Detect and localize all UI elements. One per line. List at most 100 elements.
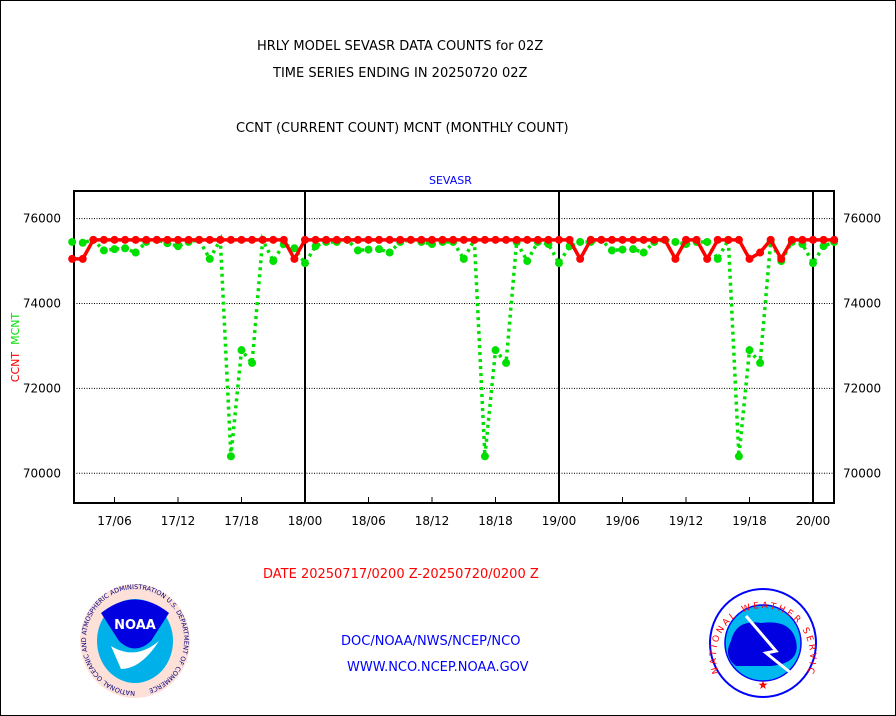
ccnt-data-point bbox=[470, 235, 479, 244]
x-tick-label: 18/18 bbox=[478, 514, 513, 528]
ccnt-data-point bbox=[576, 254, 585, 263]
mcnt-data-point bbox=[364, 245, 373, 254]
ccnt-data-point bbox=[597, 235, 606, 244]
ccnt-data-point bbox=[502, 235, 511, 244]
ccnt-data-point bbox=[385, 235, 394, 244]
ccnt-data-point bbox=[322, 235, 331, 244]
y-tick-label-right: 70000 bbox=[843, 466, 881, 480]
ccnt-data-point bbox=[734, 235, 743, 244]
mcnt-data-point bbox=[226, 452, 235, 461]
ccnt-data-point bbox=[163, 235, 172, 244]
ccnt-data-point bbox=[480, 235, 489, 244]
ccnt-data-point bbox=[121, 235, 130, 244]
ccnt-data-point bbox=[586, 235, 595, 244]
ccnt-data-point bbox=[438, 235, 447, 244]
ccnt-data-point bbox=[449, 235, 458, 244]
ccnt-data-point bbox=[364, 235, 373, 244]
mcnt-data-point bbox=[248, 358, 257, 367]
x-tick-label: 18/06 bbox=[351, 514, 386, 528]
ccnt-data-point bbox=[692, 235, 701, 244]
x-axis-label: DATE 20250717/0200 Z-20250720/0200 Z bbox=[263, 567, 539, 582]
mcnt-data-point bbox=[713, 254, 722, 263]
x-tick-label: 18/00 bbox=[288, 514, 323, 528]
mcnt-data-point bbox=[385, 248, 394, 257]
footer-url[interactable]: WWW.NCO.NCEP.NOAA.GOV bbox=[347, 660, 529, 675]
mcnt-data-point bbox=[480, 452, 489, 461]
ccnt-data-point bbox=[724, 235, 733, 244]
ccnt-data-point bbox=[544, 235, 553, 244]
mcnt-series-line bbox=[72, 233, 835, 457]
ccnt-data-point bbox=[491, 235, 500, 244]
mcnt-data-point bbox=[555, 259, 563, 268]
x-tick-label: 20/00 bbox=[796, 514, 831, 528]
mcnt-data-point bbox=[269, 257, 278, 266]
ccnt-data-point bbox=[798, 235, 807, 244]
ccnt-data-point bbox=[99, 235, 108, 244]
mcnt-data-point bbox=[703, 237, 712, 246]
mcnt-data-point bbox=[491, 346, 500, 355]
ccnt-data-point bbox=[565, 235, 574, 244]
ccnt-data-point bbox=[428, 235, 436, 244]
ccnt-data-point bbox=[819, 235, 828, 244]
ccnt-data-point bbox=[629, 235, 638, 244]
mcnt-data-point bbox=[311, 242, 320, 251]
mcnt-data-point bbox=[576, 237, 585, 246]
mcnt-data-point bbox=[502, 358, 511, 367]
y-tick-label-left: 76000 bbox=[23, 212, 61, 226]
ccnt-data-point bbox=[311, 235, 320, 244]
mcnt-data-point bbox=[671, 237, 680, 246]
mcnt-data-point bbox=[301, 259, 309, 268]
ccnt-data-point bbox=[290, 254, 299, 263]
ccnt-data-point bbox=[459, 235, 468, 244]
y-tick-label-right: 72000 bbox=[843, 381, 881, 395]
ccnt-data-point bbox=[766, 235, 775, 244]
mcnt-data-point bbox=[756, 358, 765, 367]
ccnt-data-point bbox=[809, 235, 817, 244]
ccnt-data-point bbox=[301, 235, 309, 244]
ccnt-data-point bbox=[745, 254, 754, 263]
ccnt-data-point bbox=[406, 235, 415, 244]
ccnt-data-point bbox=[639, 235, 648, 244]
ccnt-data-point bbox=[237, 235, 246, 244]
mcnt-data-point bbox=[459, 254, 468, 263]
x-tick-label: 19/18 bbox=[732, 514, 767, 528]
ccnt-data-point bbox=[777, 254, 786, 263]
ccnt-data-point bbox=[216, 235, 225, 244]
ccnt-data-point bbox=[607, 235, 616, 244]
ccnt-data-point bbox=[343, 235, 352, 244]
ccnt-data-point bbox=[555, 235, 563, 244]
ccnt-data-point bbox=[787, 235, 796, 244]
ccnt-data-point bbox=[279, 235, 288, 244]
mcnt-data-point bbox=[205, 254, 214, 263]
ccnt-data-point bbox=[248, 235, 257, 244]
ccnt-data-point bbox=[671, 254, 680, 263]
mcnt-data-point bbox=[68, 237, 77, 246]
ccnt-data-point bbox=[650, 235, 659, 244]
x-tick-label: 19/00 bbox=[542, 514, 577, 528]
mcnt-data-point bbox=[110, 245, 119, 254]
ccnt-data-point bbox=[396, 235, 405, 244]
x-tick-label: 18/12 bbox=[415, 514, 450, 528]
ccnt-data-point bbox=[89, 235, 98, 244]
ccnt-data-point bbox=[512, 235, 521, 244]
y-tick-label-right: 76000 bbox=[843, 212, 881, 226]
ccnt-data-point bbox=[258, 235, 267, 244]
mcnt-data-point bbox=[734, 452, 743, 461]
ccnt-data-point bbox=[830, 235, 839, 244]
x-tick-label: 19/12 bbox=[669, 514, 704, 528]
footer-doc-line: DOC/NOAA/NWS/NCEP/NCO bbox=[341, 634, 521, 649]
ccnt-data-point bbox=[523, 235, 532, 244]
ccnt-data-point bbox=[713, 235, 722, 244]
x-tick-label: 17/12 bbox=[161, 514, 196, 528]
y-tick-label-left: 72000 bbox=[23, 381, 61, 395]
ccnt-data-point bbox=[226, 235, 235, 244]
ccnt-data-point bbox=[682, 235, 690, 244]
ccnt-data-point bbox=[205, 235, 214, 244]
ccnt-data-point bbox=[110, 235, 119, 244]
mcnt-data-point bbox=[618, 245, 627, 254]
ccnt-data-point bbox=[660, 235, 669, 244]
chart-subtitle: CCNT (CURRENT COUNT) MCNT (MONTHLY COUNT… bbox=[236, 121, 569, 136]
plot-border bbox=[73, 190, 835, 504]
x-tick-label: 17/18 bbox=[224, 514, 259, 528]
